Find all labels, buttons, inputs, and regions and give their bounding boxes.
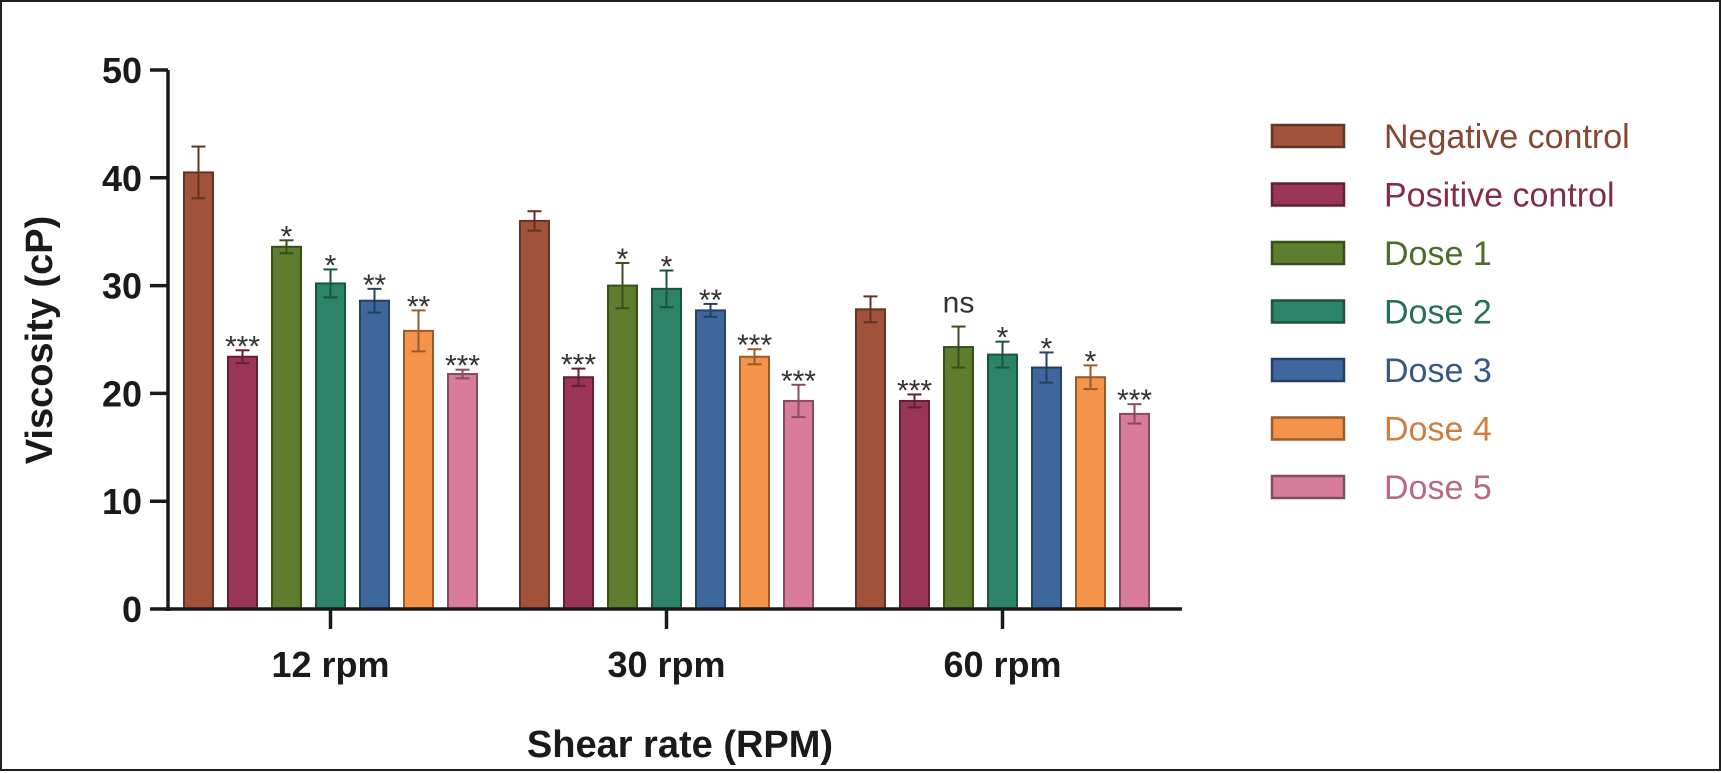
- legend-label: Dose 4: [1384, 411, 1492, 449]
- significance-label: ns: [943, 287, 975, 320]
- bar: [943, 346, 974, 610]
- significance-label: *: [325, 249, 337, 282]
- significance-label: **: [699, 284, 723, 317]
- y-tick-label: 50: [102, 50, 142, 91]
- legend-swatch: [1270, 182, 1346, 207]
- legend-label: Dose 1: [1384, 235, 1492, 273]
- bar: [739, 355, 770, 610]
- y-ticks: 0 10 20 30 40 50: [102, 50, 168, 630]
- legend: Negative control Positive control Dose 1 Do…: [1270, 118, 1630, 507]
- bar: [651, 287, 682, 610]
- bar: [695, 309, 726, 610]
- significance-label: **: [407, 290, 431, 323]
- legend-swatch: [1270, 299, 1346, 324]
- y-tick-label: 40: [102, 158, 142, 199]
- y-tick-label: 30: [102, 266, 142, 307]
- legend-label: Dose 5: [1384, 469, 1492, 507]
- bar: [783, 399, 814, 611]
- y-tick-label: 20: [102, 373, 142, 414]
- legend-swatch: [1270, 357, 1346, 383]
- axes-layer: [166, 70, 1182, 611]
- legend-swatch: [1270, 240, 1346, 266]
- bar: [563, 376, 594, 611]
- legend-label: Positive control: [1384, 177, 1615, 215]
- x-tick-label: 12 rpm: [271, 644, 389, 685]
- bar: [1119, 412, 1150, 610]
- significance-label: *: [997, 322, 1009, 355]
- bar: [607, 284, 638, 610]
- y-tick-label: 10: [102, 481, 142, 522]
- bars-layer: ************ **** ********* ***ns* * ****: [183, 145, 1152, 611]
- significance-label: *: [617, 243, 629, 276]
- bar: [1075, 376, 1106, 611]
- significance-label: ***: [897, 374, 932, 407]
- bar: [227, 355, 258, 610]
- significance-label: **: [363, 269, 387, 302]
- x-tick-label: 30 rpm: [607, 644, 725, 685]
- significance-label: ***: [781, 365, 816, 398]
- x-ticks: 12 rpm 30 rpm 60 rpm: [271, 609, 1062, 685]
- significance-label: ***: [561, 349, 596, 382]
- bar: [519, 219, 550, 610]
- bar: [987, 353, 1018, 611]
- bar: [447, 372, 478, 610]
- y-tick-label: 0: [122, 589, 142, 630]
- bar: [359, 299, 390, 610]
- significance-label: ***: [225, 330, 260, 363]
- y-axis-title: Viscosity (cP): [19, 216, 61, 465]
- significance-label: ***: [1117, 384, 1152, 417]
- bar: [315, 282, 346, 610]
- legend-swatch: [1270, 123, 1346, 149]
- bar: [183, 171, 214, 610]
- bar: [271, 245, 302, 611]
- legend-label: Negative control: [1384, 118, 1630, 156]
- bar: [899, 399, 930, 611]
- bar: [403, 329, 434, 610]
- bar: [1031, 366, 1062, 611]
- significance-label: *: [1085, 345, 1097, 378]
- significance-label: ***: [737, 329, 772, 362]
- legend-label: Dose 3: [1384, 352, 1492, 390]
- significance-label: *: [661, 251, 673, 284]
- significance-label: ***: [445, 350, 480, 383]
- x-tick-label: 60 rpm: [943, 644, 1061, 685]
- legend-label: Dose 2: [1384, 294, 1492, 332]
- significance-label: *: [1041, 332, 1053, 365]
- legend-swatch: [1270, 416, 1346, 441]
- bar: [855, 308, 886, 610]
- legend-swatch: [1270, 474, 1346, 500]
- x-axis-title: Shear rate (RPM): [527, 724, 833, 766]
- significance-label: *: [281, 220, 293, 253]
